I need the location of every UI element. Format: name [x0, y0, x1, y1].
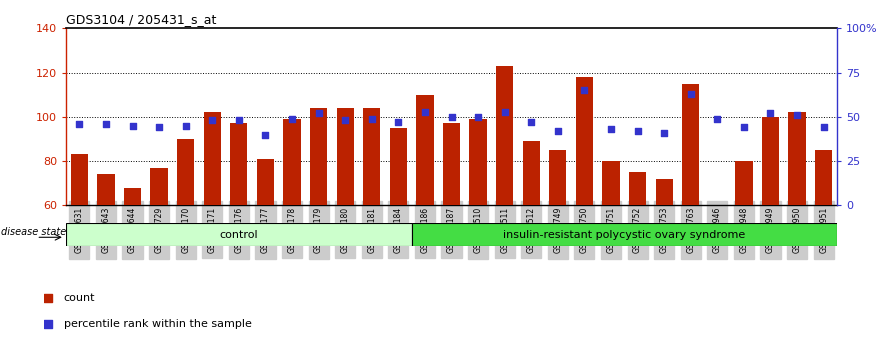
- Point: [790, 112, 804, 118]
- Point: [258, 132, 272, 137]
- Bar: [549, 150, 566, 205]
- Bar: [284, 119, 300, 205]
- Point: [391, 119, 405, 125]
- Bar: [363, 108, 381, 205]
- Point: [577, 87, 591, 93]
- Bar: [151, 168, 167, 205]
- Point: [72, 121, 86, 127]
- Point: [657, 130, 671, 136]
- Point: [297, 160, 311, 166]
- Point: [684, 91, 698, 97]
- Bar: [682, 84, 700, 205]
- Bar: [655, 179, 673, 205]
- Bar: [762, 117, 779, 205]
- Point: [524, 119, 538, 125]
- Bar: [576, 77, 593, 205]
- Bar: [256, 159, 274, 205]
- Point: [737, 125, 751, 130]
- Text: percentile rank within the sample: percentile rank within the sample: [63, 319, 252, 329]
- Bar: [470, 119, 486, 205]
- Point: [125, 123, 139, 129]
- Point: [152, 125, 167, 130]
- Point: [312, 110, 326, 116]
- Point: [764, 110, 778, 116]
- Bar: [97, 174, 115, 205]
- Text: disease state: disease state: [2, 227, 67, 237]
- Bar: [177, 139, 195, 205]
- Text: GDS3104 / 205431_s_at: GDS3104 / 205431_s_at: [66, 13, 217, 26]
- Point: [551, 128, 565, 134]
- Point: [418, 109, 432, 114]
- Point: [498, 109, 512, 114]
- Bar: [629, 172, 647, 205]
- Bar: [496, 66, 514, 205]
- Point: [631, 128, 645, 134]
- Bar: [788, 113, 806, 205]
- Bar: [230, 124, 248, 205]
- Bar: [70, 154, 88, 205]
- Text: count: count: [63, 293, 95, 303]
- Point: [604, 126, 618, 132]
- Point: [471, 114, 485, 120]
- Bar: [815, 150, 833, 205]
- Bar: [337, 108, 354, 205]
- Bar: [522, 141, 540, 205]
- Bar: [417, 95, 433, 205]
- Bar: [736, 161, 752, 205]
- Point: [205, 118, 219, 123]
- Bar: [66, 223, 411, 246]
- Point: [232, 118, 246, 123]
- Bar: [124, 188, 141, 205]
- Bar: [389, 128, 407, 205]
- Point: [710, 116, 724, 121]
- Bar: [411, 223, 837, 246]
- Bar: [443, 124, 460, 205]
- Point: [444, 114, 458, 120]
- Point: [179, 123, 193, 129]
- Point: [99, 121, 113, 127]
- Text: insulin-resistant polycystic ovary syndrome: insulin-resistant polycystic ovary syndr…: [503, 229, 745, 240]
- Bar: [310, 108, 327, 205]
- Bar: [603, 161, 619, 205]
- Bar: [708, 205, 726, 227]
- Point: [365, 116, 379, 121]
- Point: [817, 125, 831, 130]
- Bar: [204, 113, 221, 205]
- Point: [338, 118, 352, 123]
- Text: control: control: [219, 229, 258, 240]
- Point: [285, 116, 299, 121]
